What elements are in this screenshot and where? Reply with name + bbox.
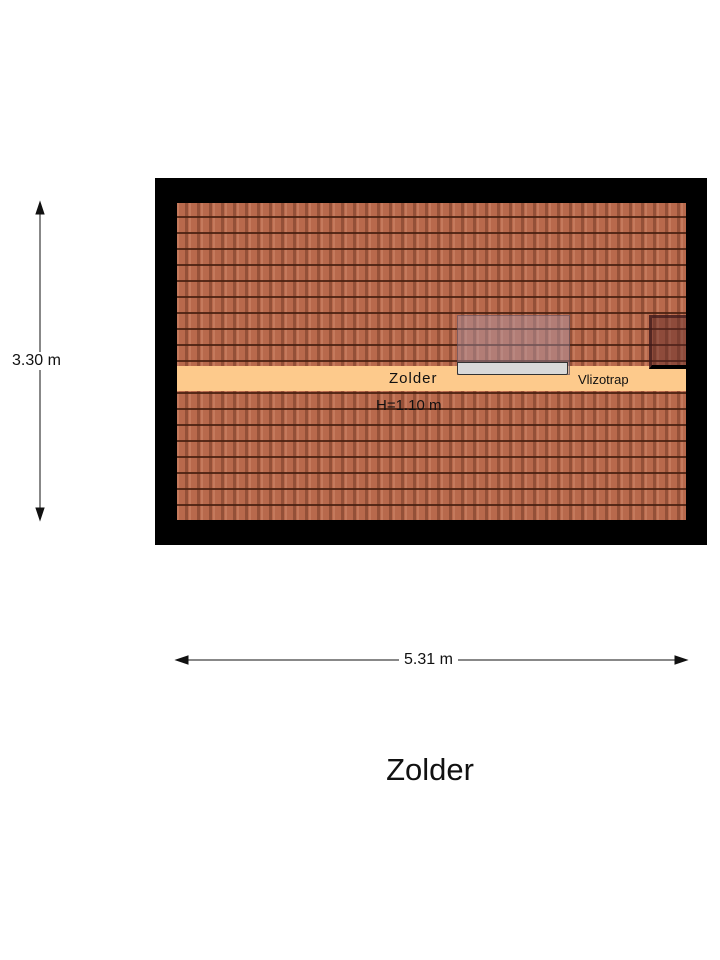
roof-tiles xyxy=(177,203,686,520)
stair-label: Vlizotrap xyxy=(578,372,629,387)
attic-hatch xyxy=(649,315,686,369)
roof-window-frame xyxy=(457,362,568,375)
room-name-label: Zolder xyxy=(389,370,438,387)
arrow-right-icon xyxy=(674,655,689,665)
floor-title: Zolder xyxy=(386,752,474,787)
arrow-left-icon xyxy=(174,655,189,665)
arrow-down-icon xyxy=(35,507,45,522)
room-height-label: H=1.10 m xyxy=(376,397,442,414)
floor-area xyxy=(177,366,686,391)
height-dimension-label: 3.30 m xyxy=(10,352,63,370)
width-dimension-label: 5.31 m xyxy=(399,651,458,669)
arrow-up-icon xyxy=(35,200,45,215)
